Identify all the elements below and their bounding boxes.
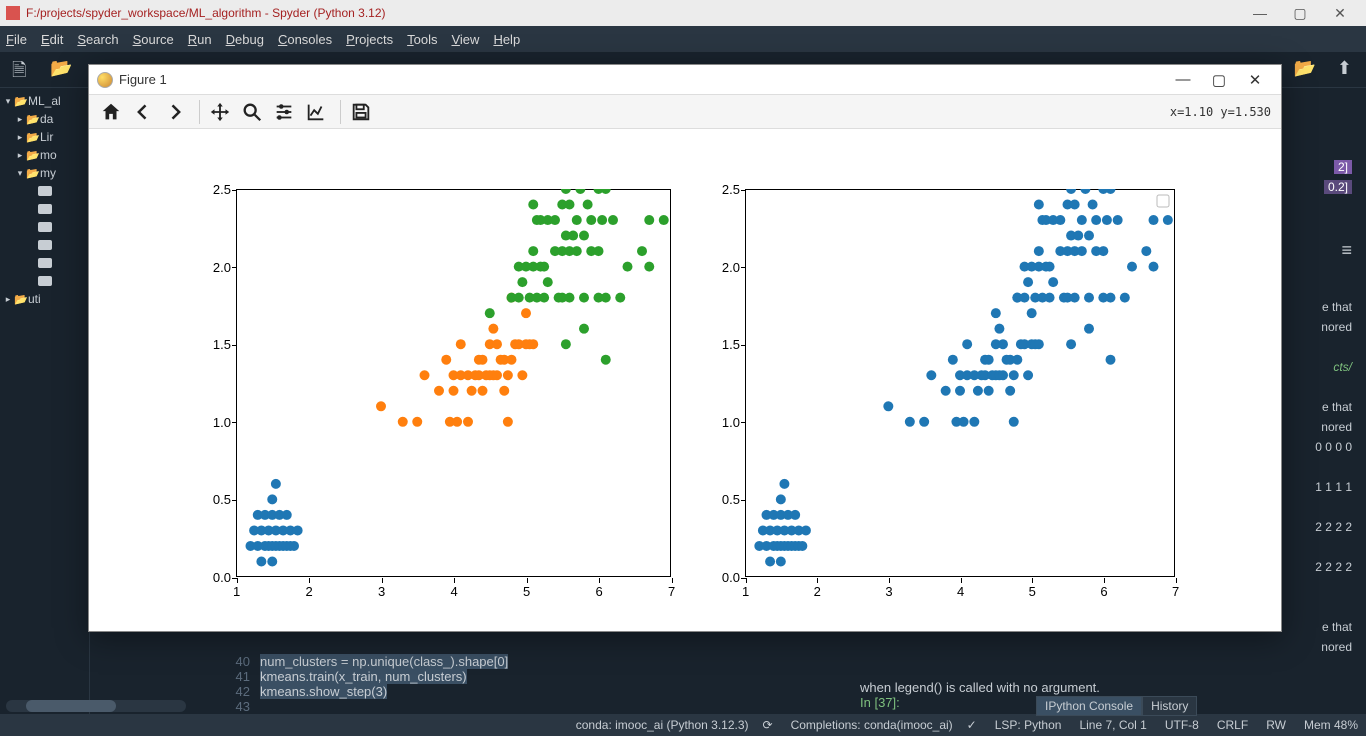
status-completions: Completions: conda(imooc_ai) (791, 718, 953, 732)
text-fragment: 2 2 2 2 (1315, 560, 1352, 574)
text-fragment: 2 2 2 2 (1315, 520, 1352, 534)
figure-window[interactable]: Figure 1 — ▢ ✕ x=1.10 y=1.5 (88, 64, 1282, 632)
folder-icon[interactable]: 📂 (1294, 58, 1316, 79)
menu-tools[interactable]: Tools (407, 32, 437, 47)
fig-minimize-button[interactable]: — (1165, 71, 1201, 88)
figure-icon (97, 72, 113, 88)
status-mem: Mem 48% (1304, 718, 1358, 732)
text-fragment: 0.2] (1324, 180, 1352, 194)
figure-canvas[interactable]: 12345670.00.51.01.52.02.5 12345670.00.51… (89, 129, 1281, 631)
text-fragment: 0 0 0 0 (1315, 440, 1352, 454)
sync-icon[interactable]: ⟳ (763, 718, 773, 732)
scatter-right: 12345670.00.51.01.52.02.5 (745, 189, 1175, 577)
pan-icon[interactable] (206, 98, 234, 126)
scatter-left: 12345670.00.51.01.52.02.5 (236, 189, 671, 577)
text-fragment: e that (1322, 620, 1352, 634)
cursor-coordinates: x=1.10 y=1.530 (1170, 105, 1271, 119)
status-encoding: UTF-8 (1165, 718, 1199, 732)
tab-history[interactable]: History (1142, 696, 1197, 716)
back-icon[interactable] (129, 98, 157, 126)
figure-title: Figure 1 (119, 72, 167, 87)
tree-item[interactable] (2, 272, 87, 290)
text-fragment: cts/ (1333, 360, 1352, 374)
tree-item[interactable]: ▸📂da (2, 110, 87, 128)
open-folder-icon[interactable]: 📂 (50, 58, 72, 79)
menu-help[interactable]: Help (493, 32, 520, 47)
figure-titlebar[interactable]: Figure 1 — ▢ ✕ (89, 65, 1281, 95)
menu-projects[interactable]: Projects (346, 32, 393, 47)
horizontal-scrollbar[interactable] (6, 700, 186, 712)
tree-item[interactable]: ▸📂mo (2, 146, 87, 164)
tree-item[interactable] (2, 236, 87, 254)
status-rw: RW (1266, 718, 1286, 732)
statusbar: conda: imooc_ai (Python 3.12.3) ⟳ Comple… (0, 714, 1366, 736)
menu-file[interactable]: File (6, 32, 27, 47)
check-icon: ✓ (967, 718, 977, 732)
console-output: when legend() is called with no argument… (860, 680, 1362, 695)
tree-item[interactable] (2, 218, 87, 236)
status-cursor: Line 7, Col 1 (1079, 718, 1146, 732)
code-fragment: 40num_clusters = np.unique(class_).shape… (220, 654, 508, 714)
home-icon[interactable] (97, 98, 125, 126)
menu-run[interactable]: Run (188, 32, 212, 47)
axes-icon[interactable] (302, 98, 330, 126)
status-eol: CRLF (1217, 718, 1248, 732)
tree-item[interactable]: ▾📂my (2, 164, 87, 182)
menubar[interactable]: File Edit Search Source Run Debug Consoles Proj… (0, 26, 1366, 52)
fig-maximize-button[interactable]: ▢ (1201, 71, 1237, 89)
console-tabs[interactable]: IPython ConsoleHistory (1036, 696, 1197, 716)
text-fragment: e that (1322, 300, 1352, 314)
menu-view[interactable]: View (451, 32, 479, 47)
minimize-button[interactable]: — (1240, 5, 1280, 21)
tree-item[interactable] (2, 200, 87, 218)
zoom-icon[interactable] (238, 98, 266, 126)
window-title: F:/projects/spyder_workspace/ML_algorith… (26, 6, 1240, 20)
menu-debug[interactable]: Debug (226, 32, 264, 47)
text-fragment: nored (1321, 640, 1352, 654)
text-fragment: e that (1322, 400, 1352, 414)
forward-icon[interactable] (161, 98, 189, 126)
tree-item[interactable]: ▾📂ML_al (2, 92, 87, 110)
hamburger-icon[interactable]: ≡ (1341, 240, 1352, 261)
tree-item[interactable] (2, 182, 87, 200)
save-icon[interactable] (347, 98, 375, 126)
menu-source[interactable]: Source (133, 32, 174, 47)
tab-ipython-console[interactable]: IPython Console (1036, 696, 1142, 716)
status-conda: conda: imooc_ai (Python 3.12.3) (576, 718, 749, 732)
figure-toolbar[interactable]: x=1.10 y=1.530 (89, 95, 1281, 129)
menu-consoles[interactable]: Consoles (278, 32, 332, 47)
text-fragment: nored (1321, 320, 1352, 334)
text-fragment: 2] (1334, 160, 1352, 174)
menu-edit[interactable]: Edit (41, 32, 63, 47)
tree-item[interactable] (2, 254, 87, 272)
spyder-icon (6, 6, 20, 20)
tree-item[interactable]: ▸📂uti (2, 290, 87, 308)
status-lsp: LSP: Python (995, 718, 1062, 732)
maximize-button[interactable]: ▢ (1280, 5, 1320, 22)
app-titlebar: F:/projects/spyder_workspace/ML_algorith… (0, 0, 1366, 26)
new-file-icon[interactable]: 🗎 (12, 58, 26, 88)
fig-close-button[interactable]: ✕ (1237, 71, 1273, 89)
configure-icon[interactable] (270, 98, 298, 126)
console-prompt[interactable]: In [37]: (860, 695, 900, 710)
text-fragment: nored (1321, 420, 1352, 434)
project-tree[interactable]: ▾📂ML_al▸📂da▸📂Lir▸📂mo▾📂my ▸📂uti (0, 88, 90, 714)
close-button[interactable]: ✕ (1320, 5, 1360, 22)
tree-item[interactable]: ▸📂Lir (2, 128, 87, 146)
menu-search[interactable]: Search (77, 32, 118, 47)
text-fragment: 1 1 1 1 (1315, 480, 1352, 494)
upload-icon[interactable]: ⬆ (1337, 58, 1352, 79)
